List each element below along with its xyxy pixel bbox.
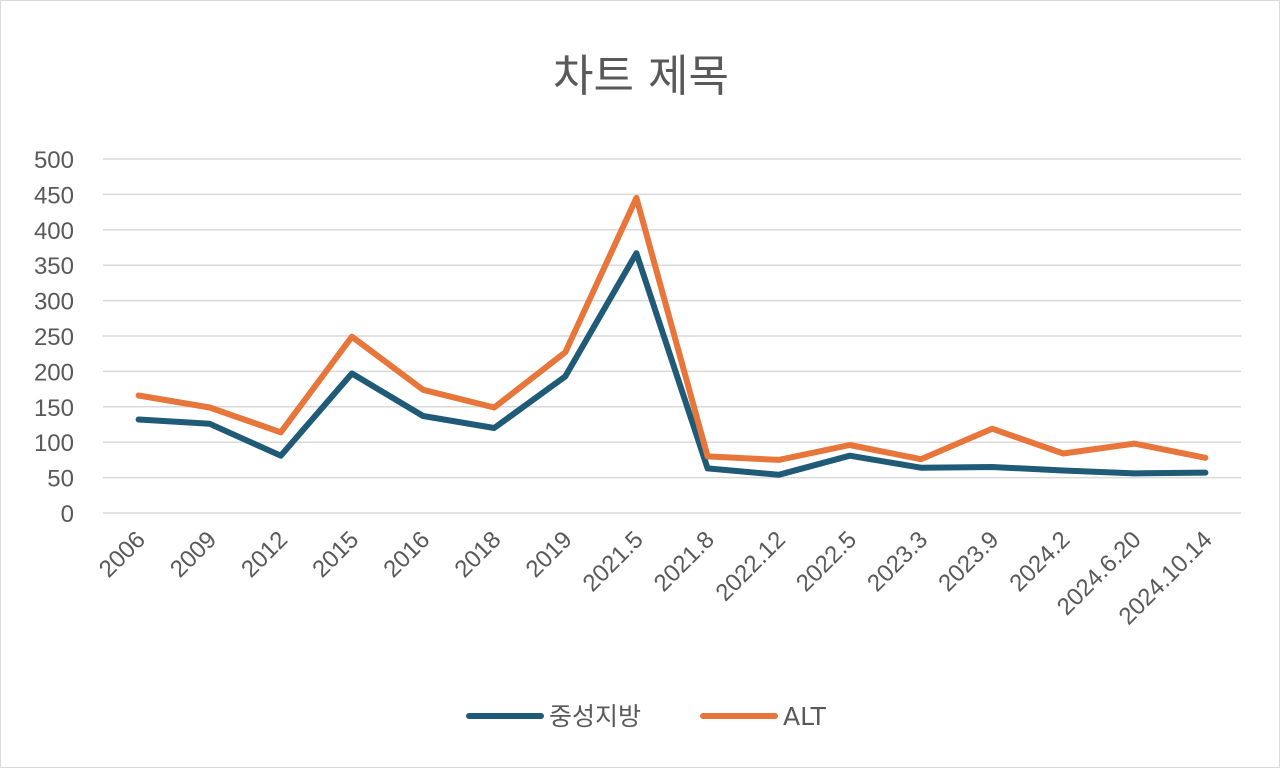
legend-label-series-0: 중성지방	[549, 702, 641, 731]
x-tick-label: 2021.8	[649, 526, 720, 597]
x-tick-label: 2023.9	[933, 526, 1004, 597]
series-lines	[135, 194, 1209, 478]
x-tick-label: 2016	[378, 526, 435, 583]
y-tick-label: 200	[34, 359, 74, 386]
series-line-0	[135, 250, 1209, 478]
x-tick-label: 2018	[450, 526, 507, 583]
y-tick-label: 100	[34, 430, 74, 457]
x-tick-label: 2019	[521, 526, 578, 583]
y-tick-label: 500	[34, 147, 74, 174]
x-tick-label: 2006	[94, 526, 151, 583]
y-tick-label: 300	[34, 289, 74, 316]
x-tick-label: 2015	[307, 526, 364, 583]
y-axis-ticks: 0 50 100 150 200 250 300 350 400 450 500	[34, 147, 74, 528]
x-tick-label: 2021.5	[578, 526, 649, 597]
x-tick-label: 2012	[236, 526, 293, 583]
legend: 중성지방 ALT	[466, 702, 827, 731]
series-line-1	[135, 194, 1209, 463]
y-tick-label: 50	[47, 466, 74, 493]
y-tick-label: 350	[34, 253, 74, 280]
y-tick-label: 150	[34, 395, 74, 422]
x-tick-label: 2009	[165, 526, 222, 583]
x-tick-label: 2023.3	[862, 526, 933, 597]
y-tick-label: 450	[34, 182, 74, 209]
x-axis-ticks: 2006 2009 2012 2015 2016 2018 2019 2021.5 2021.8…	[94, 526, 1218, 630]
y-tick-label: 250	[34, 324, 74, 351]
legend-label-series-1: ALT	[783, 702, 827, 731]
y-tick-label: 0	[61, 501, 74, 528]
x-tick-label: 2022.12	[710, 526, 790, 606]
y-tick-label: 400	[34, 218, 74, 245]
chart-title: 차트 제목	[553, 51, 729, 102]
x-tick-label: 2022.5	[791, 526, 862, 597]
x-tick-label: 2024.2	[1004, 526, 1075, 597]
